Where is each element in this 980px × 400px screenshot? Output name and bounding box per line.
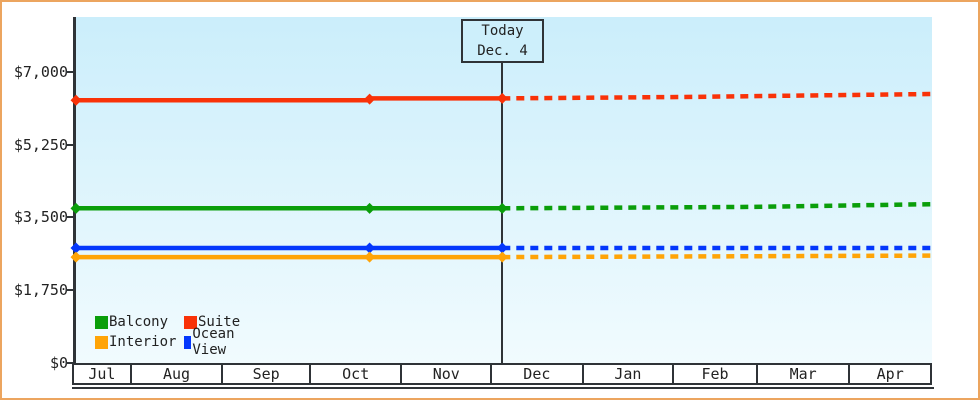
today-line: [501, 62, 503, 363]
month-cell-jan: Jan: [584, 365, 675, 383]
y-axis-label: $1,750: [13, 280, 68, 299]
month-cell-oct: Oct: [311, 365, 403, 383]
legend-label: Suite: [198, 314, 241, 330]
legend-swatch-icon: [95, 335, 108, 349]
today-label: Today: [481, 23, 524, 39]
legend-swatch-icon: [95, 315, 108, 329]
y-axis-label: $7,000: [13, 63, 68, 81]
month-cell-mar: Mar: [758, 365, 851, 383]
y-axis-label: $0: [49, 353, 68, 372]
x-axis-underline: [72, 387, 934, 389]
legend-item: Balcony: [95, 313, 168, 331]
y-axis-tick: [66, 143, 75, 146]
legend-item: Interior: [95, 333, 176, 351]
today-box: Today Dec. 4: [461, 19, 544, 63]
y-axis-tick: [66, 288, 75, 291]
y-axis-label: $3,500: [13, 208, 68, 227]
legend-swatch-icon: [184, 335, 192, 349]
y-axis-label: $5,250: [13, 135, 68, 154]
today-date: Dec. 4: [477, 43, 528, 59]
month-cell-jul: Jul: [74, 365, 132, 383]
y-axis-line: [73, 17, 76, 363]
month-cell-apr: Apr: [876, 365, 904, 383]
legend-label: Balcony: [109, 314, 169, 330]
month-cell-dec: Dec: [492, 365, 584, 383]
month-cell-aug: Aug: [132, 365, 224, 383]
legend-item: Suite: [184, 313, 240, 331]
y-axis-tick: [66, 361, 75, 364]
y-axis-tick: [66, 71, 75, 73]
month-cell-nov: Nov: [402, 365, 493, 383]
month-cell-sep: Sep: [223, 365, 311, 383]
y-axis-tick: [66, 216, 75, 219]
legend-item: Ocean View: [184, 326, 240, 358]
x-axis-months: Jul Aug Sep Oct Nov Dec Jan Feb Mar Apr: [72, 363, 932, 385]
legend-swatch-icon: [184, 315, 197, 329]
legend-label: Interior: [109, 334, 177, 350]
month-cell-feb: Feb: [674, 365, 758, 383]
legend-label: Ocean View: [192, 326, 235, 358]
plot-area: [76, 17, 932, 363]
